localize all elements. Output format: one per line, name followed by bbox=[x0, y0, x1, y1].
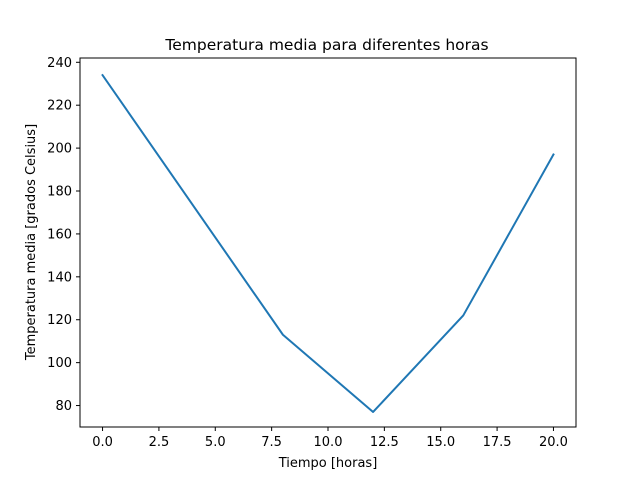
x-tick-label: 0.0 bbox=[92, 435, 113, 450]
series-line bbox=[101, 73, 555, 413]
x-tick-label: 5.0 bbox=[205, 435, 226, 450]
y-axis-ticks: 80 100 120 140 160 180 200 220 240 bbox=[47, 56, 80, 414]
y-tick-label: 140 bbox=[47, 270, 72, 285]
x-tick-label: 20.0 bbox=[539, 435, 568, 450]
y-tick-label: 80 bbox=[55, 399, 72, 414]
y-tick-label: 160 bbox=[47, 227, 72, 242]
x-tick-label: 7.5 bbox=[261, 435, 282, 450]
plot-area bbox=[101, 73, 555, 413]
y-tick-label: 240 bbox=[47, 56, 72, 71]
axes-frame bbox=[79, 57, 577, 428]
x-tick-label: 17.5 bbox=[483, 435, 512, 450]
y-tick-label: 100 bbox=[47, 356, 72, 371]
y-tick-label: 200 bbox=[47, 142, 72, 157]
x-tick-label: 10.0 bbox=[314, 435, 343, 450]
x-tick-label: 15.0 bbox=[426, 435, 455, 450]
chart-title: Temperatura media para diferentes horas bbox=[164, 36, 488, 54]
x-tick-label: 2.5 bbox=[149, 435, 170, 450]
y-tick-label: 180 bbox=[47, 185, 72, 200]
y-axis-label: Temperatura media [grados Celsius] bbox=[24, 124, 39, 361]
y-tick-label: 220 bbox=[47, 99, 72, 114]
x-axis-ticks: 0.0 2.5 5.0 7.5 10.0 12.5 15.0 17.5 20.0 bbox=[92, 427, 568, 450]
y-tick-label: 120 bbox=[47, 313, 72, 328]
x-axis-label: Tiempo [horas] bbox=[278, 456, 378, 471]
x-tick-label: 12.5 bbox=[370, 435, 399, 450]
